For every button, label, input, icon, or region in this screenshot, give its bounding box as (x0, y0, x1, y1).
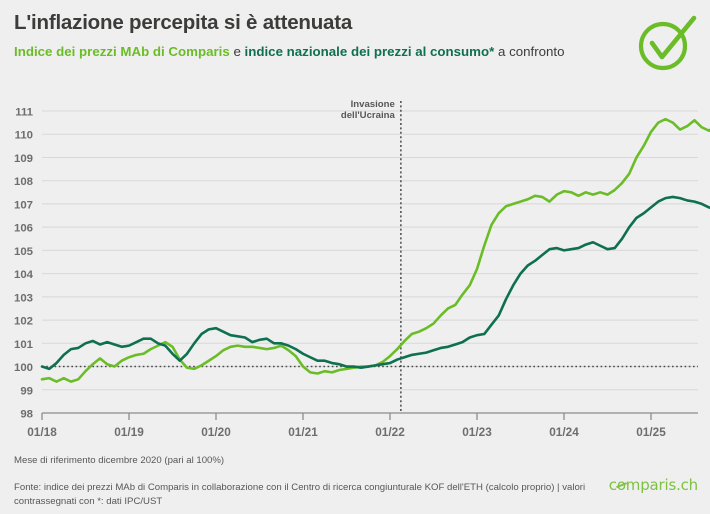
y-axis-tick-label: 108 (14, 176, 33, 188)
chart-source: Fonte: indice dei prezzi MAb di Comparis… (14, 482, 586, 507)
y-axis-tick-label: 106 (14, 223, 33, 235)
legend-label-cpi: indice nazionale dei prezzi al consumo* (244, 43, 495, 59)
subtitle-conjunction: e (229, 43, 245, 59)
series-line-cpi (40, 195, 710, 371)
y-axis-tick-label: 99 (20, 385, 33, 397)
y-axis-tick-label: 111 (15, 107, 33, 119)
event-annotation-label: dell'Ucraina (341, 110, 396, 121)
x-axis-tick-label: 01/21 (288, 425, 318, 439)
brand-text-pre: c (608, 476, 617, 494)
x-axis-tick-label: 01/25 (636, 425, 666, 439)
y-axis-tick-label: 109 (14, 153, 33, 165)
subtitle-tail: a confronto (494, 43, 565, 59)
chart-header: L'inflazione percepita si è attenuata In… (14, 10, 634, 61)
chart-subtitle: Indice dei prezzi MAb di Comparis e indi… (14, 43, 614, 61)
series-line-mab (40, 117, 710, 383)
chart-footnote: Mese di riferimento dicembre 2020 (pari … (14, 455, 225, 466)
y-axis-tick-label: 101 (14, 339, 34, 351)
x-axis-tick-label: 01/18 (27, 425, 57, 439)
y-axis-tick-label: 102 (14, 316, 33, 328)
chart-plot-area: 98 99 100 101 102 103 104 105 106 107 108 109 110 111… (0, 96, 710, 446)
x-axis-tick-label: 01/23 (462, 425, 492, 439)
y-axis-tick-label: 105 (14, 246, 34, 258)
y-axis-tick-label: 110 (15, 130, 33, 142)
x-axis-tick-label: 01/19 (114, 425, 144, 439)
x-axis-tick-label: 01/24 (549, 425, 579, 439)
y-axis-tick-label: 98 (20, 409, 33, 421)
legend-label-mab: Indice dei prezzi MAb di Comparis (14, 43, 230, 59)
inflation-line-chart: 98 99 100 101 102 103 104 105 106 107 108 109 110 111… (14, 99, 710, 439)
y-axis-tick-label: 100 (14, 362, 33, 374)
brand-text-post: mparis.ch (625, 476, 698, 494)
x-axis-tick-label: 01/22 (375, 425, 405, 439)
y-axis-tick-label: 103 (14, 292, 33, 304)
green-check-circle-icon (636, 12, 698, 74)
comparis-brand-logo: comparis.ch (609, 476, 698, 494)
brand-slashed-o-icon: o (616, 476, 626, 494)
event-annotation-label: Invasione (351, 99, 395, 110)
x-axis-tick-label: 01/20 (201, 425, 231, 439)
y-axis-tick-label: 107 (14, 199, 33, 211)
page-title: L'inflazione percepita si è attenuata (14, 11, 353, 34)
y-axis-tick-label: 104 (14, 269, 34, 281)
